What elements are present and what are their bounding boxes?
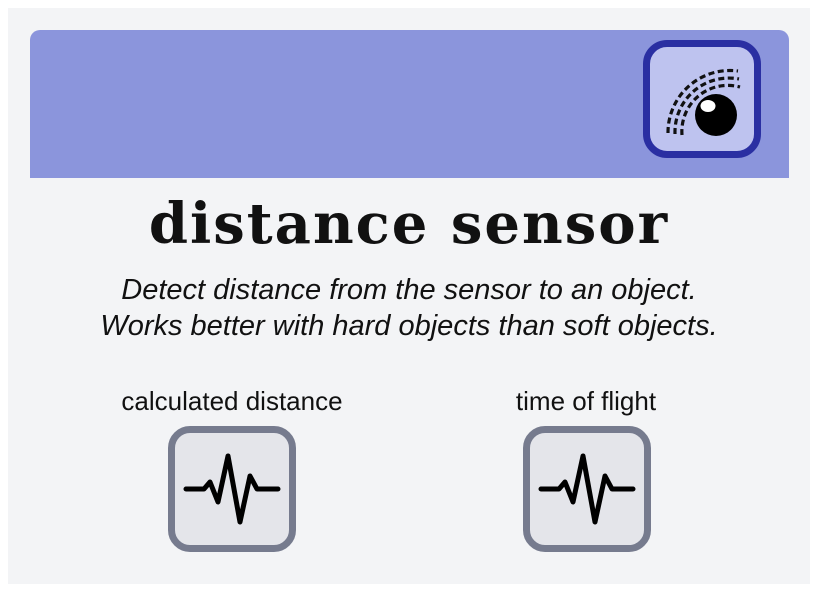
block-title: distance sensor: [148, 191, 670, 257]
output-button-calculated-distance[interactable]: [168, 426, 296, 552]
description-line-1: Detect distance from the sensor to an ob…: [121, 274, 697, 306]
description-line-2: Works better with hard objects than soft…: [100, 310, 718, 342]
pulse-waveform-icon: [538, 453, 636, 525]
output-label-time-of-flight: time of flight: [515, 386, 657, 416]
pulse-waveform-icon: [183, 453, 281, 525]
distance-sensor-icon: [666, 68, 741, 136]
output-label-calculated-distance: calculated distance: [121, 386, 343, 416]
output-button-time-of-flight[interactable]: [523, 426, 651, 552]
sensor-block-card: distance sensor Detect distance from the…: [8, 8, 810, 584]
sensor-icon-button[interactable]: [643, 40, 761, 158]
